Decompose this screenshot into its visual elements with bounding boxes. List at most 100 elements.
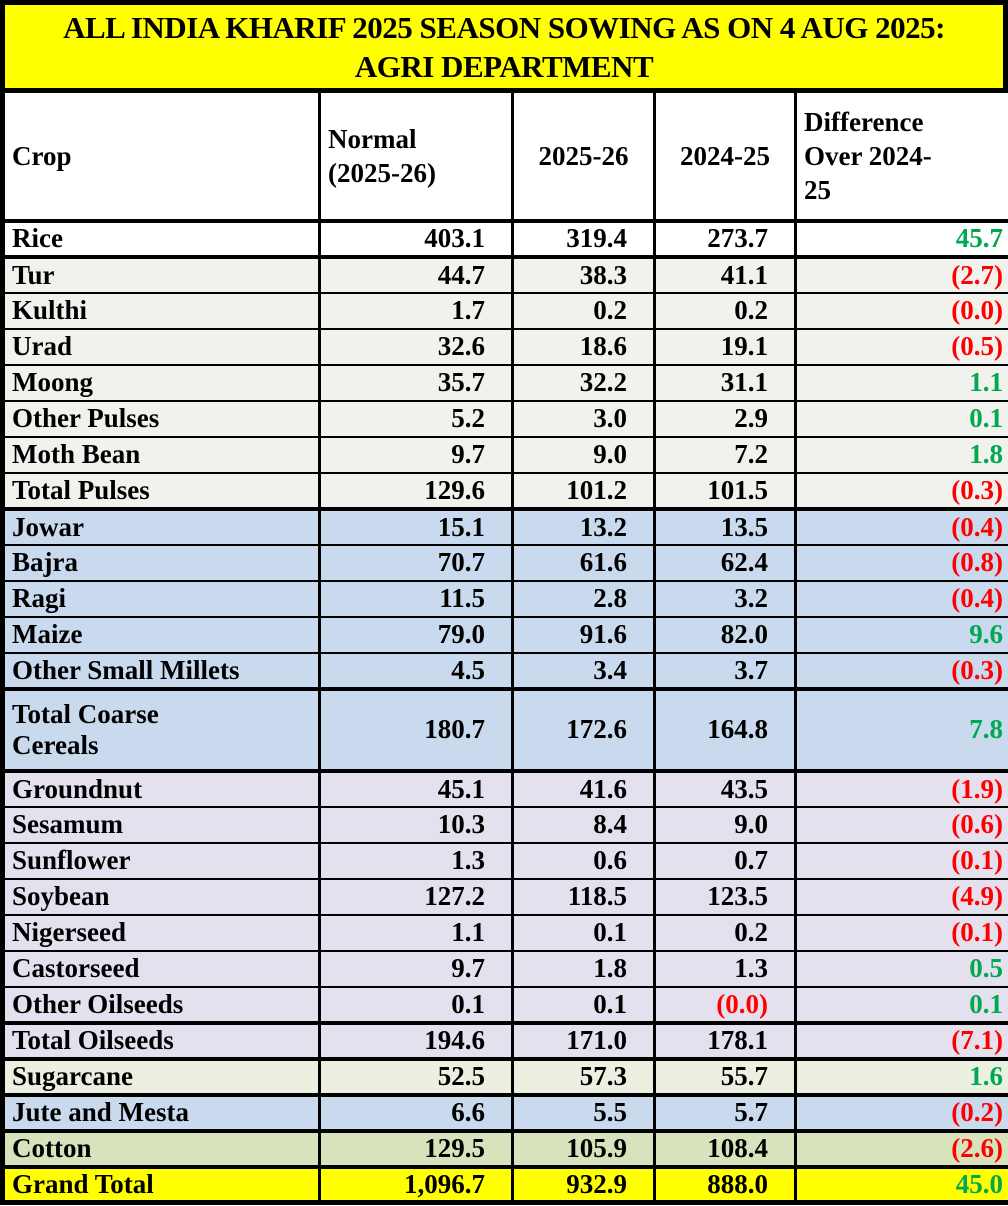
crop-cell: Other Pulses (1, 399, 321, 438)
diff-cell: (1.9) (794, 768, 1008, 808)
diff-cell: 1.1 (794, 363, 1008, 402)
col-header-y2024: 2024-25 (653, 89, 797, 223)
sowing-table: Crop Normal (2025-26) 2025-26 2024-25 Differe… (0, 88, 1008, 1205)
y2025-cell: 13.2 (511, 506, 656, 546)
normal-cell: 180.7 (318, 686, 514, 772)
table-row: Grand Total 1,096.7 932.9 888.0 45.0 (1, 1164, 1008, 1204)
normal-cell: 1.1 (318, 913, 514, 952)
y2024-cell: (0.0) (653, 985, 797, 1024)
normal-cell: 6.6 (318, 1092, 514, 1132)
y2024-cell: 41.1 (653, 254, 797, 294)
crop-cell: Bajra (1, 543, 321, 582)
y2024-cell: 43.5 (653, 768, 797, 808)
y2024-cell: 31.1 (653, 363, 797, 402)
normal-cell: 4.5 (318, 651, 514, 690)
crop-cell: Sunflower (1, 841, 321, 880)
y2025-cell: 319.4 (511, 218, 656, 258)
diff-cell: (0.8) (794, 543, 1008, 582)
y2025-cell: 57.3 (511, 1056, 656, 1096)
y2025-cell: 118.5 (511, 877, 656, 916)
crop-cell: Maize (1, 615, 321, 654)
y2024-cell: 178.1 (653, 1020, 797, 1060)
normal-cell: 9.7 (318, 435, 514, 474)
diff-cell: (0.2) (794, 1092, 1008, 1132)
header-row: Crop Normal (2025-26) 2025-26 2024-25 Differe… (1, 89, 1008, 223)
y2024-cell: 888.0 (653, 1164, 797, 1204)
crop-cell: Other Small Millets (1, 651, 321, 690)
table-row: Soybean 127.2 118.5 123.5 (4.9) (1, 877, 1008, 916)
y2025-cell: 5.5 (511, 1092, 656, 1132)
table-row: Moth Bean 9.7 9.0 7.2 1.8 (1, 435, 1008, 474)
y2025-cell: 38.3 (511, 254, 656, 294)
diff-cell: 45.0 (794, 1164, 1008, 1204)
crop-cell: Total Pulses (1, 471, 321, 510)
title-bar: ALL INDIA KHARIF 2025 SEASON SOWING AS O… (0, 0, 1008, 88)
normal-cell: 70.7 (318, 543, 514, 582)
y2024-cell: 55.7 (653, 1056, 797, 1096)
normal-cell: 45.1 (318, 768, 514, 808)
y2025-cell: 0.2 (511, 291, 656, 330)
table-body: Rice 403.1 319.4 273.7 45.7 Tur 44.7 38.3 41.1 (2… (1, 218, 1008, 1204)
y2024-cell: 3.2 (653, 579, 797, 618)
normal-cell: 35.7 (318, 363, 514, 402)
y2025-cell: 0.1 (511, 913, 656, 952)
y2025-cell: 8.4 (511, 805, 656, 844)
y2024-cell: 13.5 (653, 506, 797, 546)
y2024-cell: 62.4 (653, 543, 797, 582)
table-row: Castorseed 9.7 1.8 1.3 0.5 (1, 949, 1008, 988)
diff-cell: 45.7 (794, 218, 1008, 258)
table-row: Other Small Millets 4.5 3.4 3.7 (0.3) (1, 651, 1008, 690)
crop-cell: Sesamum (1, 805, 321, 844)
y2024-cell: 164.8 (653, 686, 797, 772)
crop-cell: Total Oilseeds (1, 1020, 321, 1060)
table-row: Urad 32.6 18.6 19.1 (0.5) (1, 327, 1008, 366)
y2024-cell: 0.2 (653, 913, 797, 952)
table-row: Cotton 129.5 105.9 108.4 (2.6) (1, 1128, 1008, 1168)
y2025-cell: 61.6 (511, 543, 656, 582)
normal-cell: 127.2 (318, 877, 514, 916)
crop-cell: Soybean (1, 877, 321, 916)
y2024-cell: 0.2 (653, 291, 797, 330)
crop-cell: Tur (1, 254, 321, 294)
y2025-cell: 105.9 (511, 1128, 656, 1168)
crop-cell: Moong (1, 363, 321, 402)
col-header-y2025: 2025-26 (511, 89, 656, 223)
table-row: Groundnut 45.1 41.6 43.5 (1.9) (1, 768, 1008, 808)
table-row: Bajra 70.7 61.6 62.4 (0.8) (1, 543, 1008, 582)
y2025-cell: 0.1 (511, 985, 656, 1024)
diff-cell: 9.6 (794, 615, 1008, 654)
y2024-cell: 19.1 (653, 327, 797, 366)
normal-cell: 1,096.7 (318, 1164, 514, 1204)
diff-cell: (0.1) (794, 841, 1008, 880)
y2025-cell: 91.6 (511, 615, 656, 654)
table-row: Ragi 11.5 2.8 3.2 (0.4) (1, 579, 1008, 618)
y2024-cell: 82.0 (653, 615, 797, 654)
diff-cell: (0.4) (794, 506, 1008, 546)
y2024-cell: 3.7 (653, 651, 797, 690)
diff-cell: (4.9) (794, 877, 1008, 916)
normal-cell: 52.5 (318, 1056, 514, 1096)
table-row: Sugarcane 52.5 57.3 55.7 1.6 (1, 1056, 1008, 1096)
diff-cell: 1.6 (794, 1056, 1008, 1096)
y2025-cell: 171.0 (511, 1020, 656, 1060)
diff-cell: (0.1) (794, 913, 1008, 952)
normal-cell: 15.1 (318, 506, 514, 546)
y2025-cell: 101.2 (511, 471, 656, 510)
normal-cell: 32.6 (318, 327, 514, 366)
crop-cell: Castorseed (1, 949, 321, 988)
y2025-cell: 32.2 (511, 363, 656, 402)
table-row: Sesamum 10.3 8.4 9.0 (0.6) (1, 805, 1008, 844)
diff-cell: (0.5) (794, 327, 1008, 366)
table-row: Tur 44.7 38.3 41.1 (2.7) (1, 254, 1008, 294)
table-row: Total Coarse Cereals 180.7 172.6 164.8 7.8 (1, 686, 1008, 772)
y2025-cell: 932.9 (511, 1164, 656, 1204)
table-row: Rice 403.1 319.4 273.7 45.7 (1, 218, 1008, 258)
normal-cell: 0.1 (318, 985, 514, 1024)
crop-cell: Nigerseed (1, 913, 321, 952)
y2025-cell: 9.0 (511, 435, 656, 474)
table-row: Maize 79.0 91.6 82.0 9.6 (1, 615, 1008, 654)
diff-cell: 1.8 (794, 435, 1008, 474)
normal-cell: 194.6 (318, 1020, 514, 1060)
crop-cell: Groundnut (1, 768, 321, 808)
